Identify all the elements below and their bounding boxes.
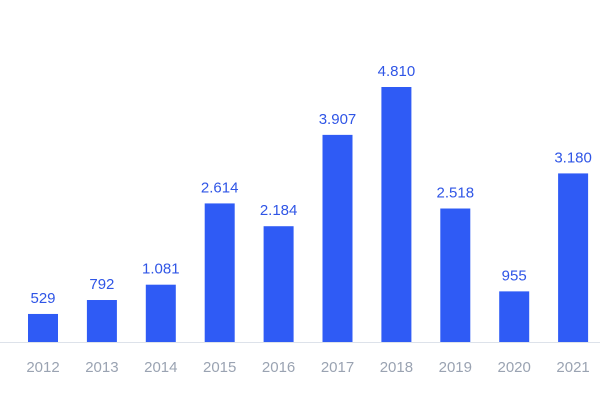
x-tick-label: 2014 <box>144 359 177 376</box>
bar <box>322 134 353 342</box>
x-tick-label: 2020 <box>498 359 531 376</box>
bar <box>263 226 294 342</box>
bar <box>145 284 176 342</box>
x-tick-label: 2012 <box>26 359 59 376</box>
value-label: 529 <box>30 290 55 307</box>
bar <box>499 291 530 342</box>
x-tick-label: 2013 <box>85 359 118 376</box>
x-tick-label: 2021 <box>556 359 589 376</box>
value-label: 4.810 <box>378 63 416 80</box>
value-label: 1.081 <box>142 261 180 278</box>
value-label: 2.614 <box>201 179 239 196</box>
x-tick-label: 2017 <box>321 359 354 376</box>
value-label: 3.180 <box>554 149 592 166</box>
bar <box>86 300 117 342</box>
value-label: 3.907 <box>319 111 357 128</box>
x-tick-label: 2018 <box>380 359 413 376</box>
value-label: 955 <box>502 267 527 284</box>
x-tick-label: 2015 <box>203 359 236 376</box>
value-label: 792 <box>89 276 114 293</box>
bar <box>381 87 412 342</box>
bar <box>28 313 58 342</box>
bar <box>440 208 471 342</box>
bar <box>558 173 589 342</box>
bar <box>204 203 235 342</box>
x-tick-label: 2019 <box>439 359 472 376</box>
value-label: 2.518 <box>437 184 475 201</box>
value-label: 2.184 <box>260 202 298 219</box>
x-tick-label: 2016 <box>262 359 295 376</box>
